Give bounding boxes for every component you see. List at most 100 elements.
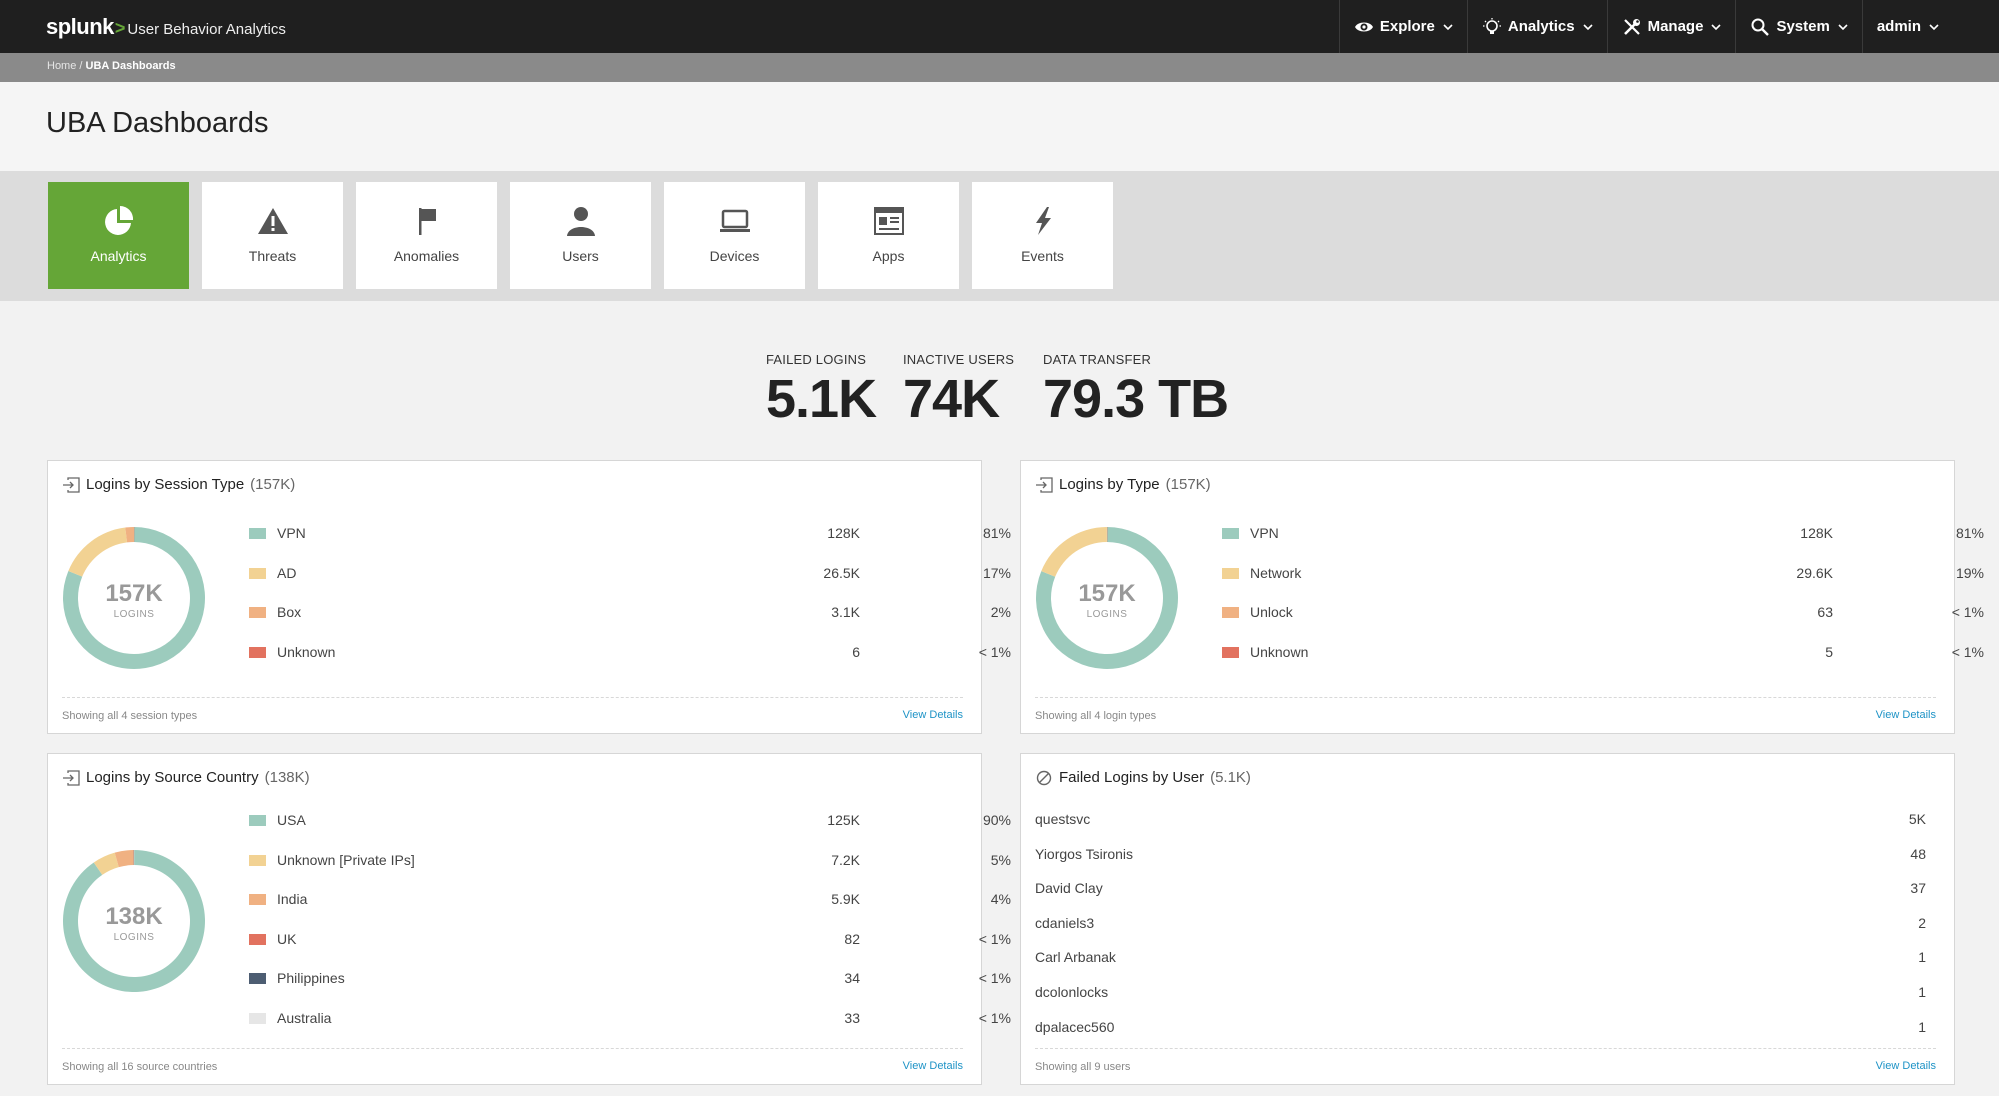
- legend-row[interactable]: Unknown [Private IPs] 7.2K 5%: [249, 852, 1011, 872]
- legend-row[interactable]: India 5.9K 4%: [249, 891, 1011, 911]
- tab-apps[interactable]: Apps: [818, 182, 959, 289]
- user-row[interactable]: cdaniels3 2: [1035, 915, 1926, 935]
- tab-label: Devices: [709, 248, 760, 264]
- nav-analytics[interactable]: Analytics: [1466, 0, 1607, 53]
- legend-value: 128K: [827, 525, 860, 541]
- legend-row[interactable]: UK 82 < 1%: [249, 930, 1011, 951]
- legend-swatch: [1222, 528, 1239, 539]
- user-row[interactable]: David Clay 37: [1035, 880, 1926, 900]
- donut-chart: [1036, 527, 1178, 669]
- tab-anomalies[interactable]: Anomalies: [356, 182, 497, 289]
- donut-slice-ad[interactable]: [68, 527, 128, 577]
- legend-name: Philippines: [277, 970, 345, 986]
- failed-count: 5K: [1908, 811, 1926, 827]
- top-navbar: splunk > User Behavior Analytics Explore…: [0, 0, 1999, 53]
- pie-chart-icon: [104, 205, 133, 235]
- panel-logins-by-session-type: Logins by Session Type (157K) 157K LOGIN…: [47, 460, 1011, 734]
- legend-row[interactable]: VPN 128K 81%: [249, 525, 1011, 545]
- legend-row[interactable]: VPN 128K 81%: [1222, 525, 1984, 545]
- legend-name: VPN: [277, 525, 306, 541]
- app-name: User Behavior Analytics: [127, 21, 286, 38]
- panel-title-text: Logins by Type: [1059, 476, 1160, 493]
- kpi-label: DATA TRANSFER: [1043, 352, 1152, 367]
- legend-name: Australia: [277, 1009, 332, 1026]
- legend-name: Unknown: [1250, 643, 1309, 660]
- nav-analytics-label: Analytics: [1507, 18, 1575, 35]
- user-row[interactable]: dpalacec560 1: [1035, 1019, 1926, 1039]
- user-name: David Clay: [1035, 880, 1103, 897]
- donut-slice-india[interactable]: [114, 850, 134, 868]
- login-icon: [63, 769, 80, 786]
- user-name: questsvc: [1035, 811, 1091, 827]
- panel-footer: Showing all 4 login types View Details: [1035, 697, 1936, 733]
- lightning-icon: [1035, 207, 1051, 235]
- panel-title: Logins by Type (157K): [1035, 476, 1211, 493]
- user-row[interactable]: Carl Arbanak 1: [1035, 949, 1926, 969]
- breadcrumb-current: UBA Dashboards: [85, 60, 176, 72]
- tab-users[interactable]: Users: [510, 182, 651, 289]
- user-row[interactable]: dcolonlocks 1: [1035, 984, 1926, 1004]
- donut-slice-network[interactable]: [1041, 527, 1107, 577]
- nav-system[interactable]: System: [1735, 0, 1861, 53]
- legend-name: Network: [1250, 564, 1302, 581]
- view-details-link[interactable]: View Details: [902, 709, 963, 721]
- legend-row[interactable]: Unknown 5 < 1%: [1222, 643, 1984, 664]
- tab-events[interactable]: Events: [972, 182, 1113, 289]
- legend-row[interactable]: Unlock 63 < 1%: [1222, 604, 1984, 624]
- kpi-failed-logins[interactable]: FAILED LOGINS 5.1K: [766, 352, 877, 430]
- nav-manage[interactable]: Manage: [1606, 0, 1736, 53]
- panel-count: (5.1K): [1210, 769, 1251, 786]
- failed-count: 1: [1918, 949, 1926, 966]
- view-details-link[interactable]: View Details: [902, 1060, 963, 1072]
- kpi-data-transfer[interactable]: DATA TRANSFER 79.3 TB: [1043, 352, 1229, 430]
- legend-row[interactable]: Australia 33 < 1%: [249, 1009, 1011, 1030]
- panel-title: Logins by Session Type (157K): [62, 476, 295, 493]
- kpi-value: 79.3 TB: [1043, 369, 1229, 429]
- breadcrumb-home[interactable]: Home: [47, 60, 77, 72]
- kpi-inactive-users[interactable]: INACTIVE USERS 74K: [903, 352, 1014, 430]
- tab-label: Anomalies: [393, 248, 460, 264]
- user-name: Yiorgos Tsironis: [1035, 845, 1134, 862]
- legend-row[interactable]: Box 3.1K 2%: [249, 604, 1011, 624]
- legend-row[interactable]: Network 29.6K 19%: [1222, 564, 1984, 585]
- legend-swatch: [1222, 607, 1239, 618]
- footer-summary: Showing all 4 session types: [62, 710, 198, 722]
- legend-value: 125K: [827, 812, 860, 828]
- user-row[interactable]: questsvc 5K: [1035, 811, 1926, 831]
- nav-user-menu[interactable]: admin: [1861, 0, 1953, 53]
- tab-analytics[interactable]: Analytics: [48, 182, 189, 289]
- legend-value: 63: [1817, 604, 1833, 620]
- page-title: UBA Dashboards: [46, 107, 269, 139]
- chevron-down-icon: [1838, 23, 1848, 30]
- tab-devices[interactable]: Devices: [664, 182, 805, 289]
- legend-row[interactable]: AD 26.5K 17%: [249, 565, 1011, 585]
- login-icon: [1036, 476, 1053, 493]
- user-row[interactable]: Yiorgos Tsironis 48: [1035, 846, 1926, 866]
- donut-slice-unknown-private-ips[interactable]: [93, 852, 119, 875]
- donut-total-label: LOGINS: [113, 932, 155, 943]
- legend-value: 3.1K: [831, 604, 860, 620]
- legend-row[interactable]: USA 125K 90%: [249, 812, 1011, 832]
- donut-center: 157K LOGINS: [1035, 580, 1179, 620]
- view-details-link[interactable]: View Details: [1875, 1060, 1936, 1072]
- view-details-link[interactable]: View Details: [1875, 709, 1936, 721]
- panel-title-text: Logins by Session Type: [86, 476, 245, 493]
- legend-swatch: [249, 854, 266, 866]
- panel-logins-by-source-country: Logins by Source Country (138K) 138K LOG…: [47, 753, 1011, 1085]
- legend-percent: 4%: [990, 891, 1011, 907]
- tab-threats[interactable]: Threats: [202, 182, 343, 289]
- legend-name: UK: [277, 930, 297, 947]
- legend-row[interactable]: Unknown 6 < 1%: [249, 644, 1011, 664]
- splunk-logo: splunk: [46, 14, 114, 39]
- nav-explore[interactable]: Explore: [1338, 0, 1467, 53]
- footer-summary: Showing all 4 login types: [1035, 710, 1157, 722]
- panel-count: (157K): [250, 476, 296, 493]
- panel-failed-logins-by-user: Failed Logins by User (5.1K) Showing all…: [1020, 753, 1955, 1085]
- brand[interactable]: splunk > User Behavior Analytics: [46, 14, 286, 40]
- donut-slice-box[interactable]: [125, 527, 134, 543]
- legend-swatch: [249, 607, 266, 618]
- panel-footer: Showing all 16 source countries View Det…: [62, 1048, 963, 1084]
- nav-user-label: admin: [1876, 18, 1921, 35]
- legend-row[interactable]: Philippines 34 < 1%: [249, 970, 1011, 990]
- nav-manage-label: Manage: [1647, 18, 1704, 35]
